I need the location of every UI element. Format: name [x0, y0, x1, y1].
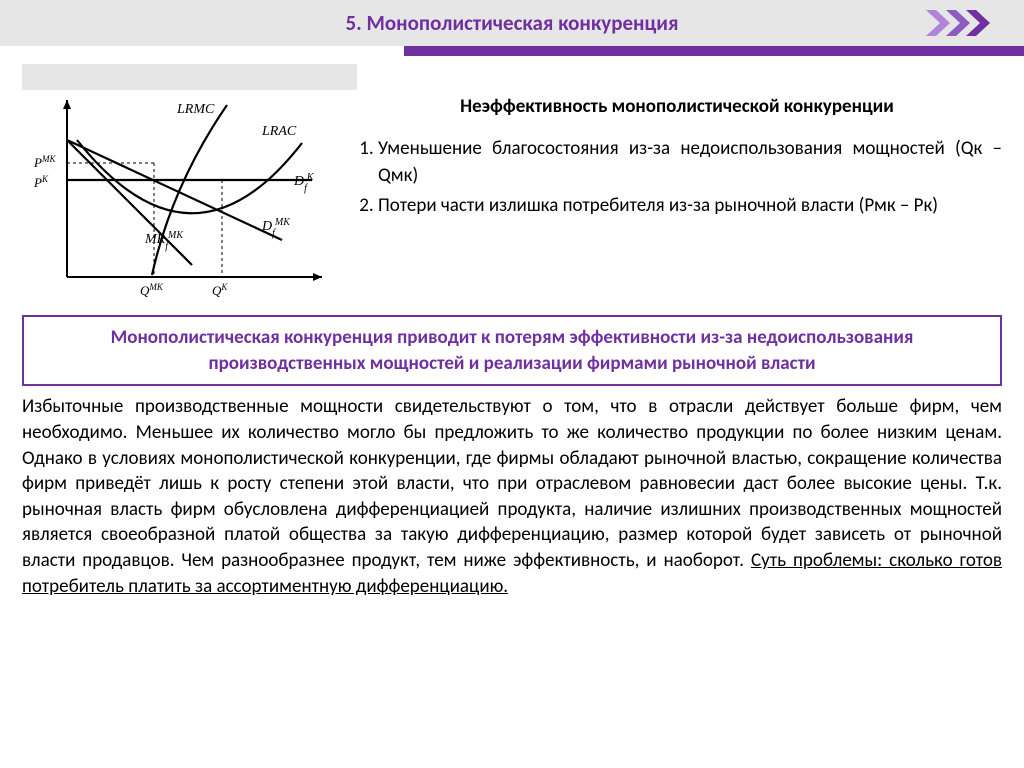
- svg-text:QK: QK: [212, 282, 228, 298]
- section-subtitle: Неэффективность монополистической конкур…: [352, 95, 1002, 118]
- body-paragraph: Избыточные производственные мощности сви…: [22, 394, 1002, 599]
- svg-text:PMK: PMK: [33, 154, 56, 170]
- chevrons-icon: [926, 10, 1000, 36]
- right-column: Неэффективность монополистической конкур…: [352, 95, 1002, 224]
- svg-text:PK: PK: [33, 174, 49, 190]
- list-item: Потери части излишка потребителя из-за р…: [378, 193, 1002, 220]
- paragraph-main: Избыточные производственные мощности сви…: [22, 395, 1002, 572]
- accent-rule: [404, 46, 1024, 56]
- svg-text:MRfMK: MRfMK: [144, 230, 184, 252]
- content-area: LRMC LRAC DfK DfMK MRfMK PMK PK QMK QK Неэффекти…: [22, 95, 1002, 599]
- economics-graph: LRMC LRAC DfK DfMK MRfMK PMK PK QMK QK: [22, 95, 332, 305]
- callout-box: Монополистическая конкуренция приводит к…: [22, 315, 1002, 386]
- header-bar: 5. Монополистическая конкуренция: [0, 0, 1024, 46]
- top-row: LRMC LRAC DfK DfMK MRfMK PMK PK QMK QK Неэффекти…: [22, 95, 1002, 305]
- list-item: Уменьшение благосостояния из-за недоиспо…: [378, 136, 1002, 189]
- svg-text:QMK: QMK: [140, 282, 164, 298]
- svg-text:DfK: DfK: [293, 172, 315, 194]
- grey-subbar: [22, 64, 357, 90]
- svg-text:LRAC: LRAC: [261, 124, 297, 139]
- slide-title: 5. Монополистическая конкуренция: [346, 10, 679, 36]
- svg-text:LRMC: LRMC: [176, 102, 215, 117]
- svg-text:DfMK: DfMK: [261, 217, 291, 239]
- numbered-list: Уменьшение благосостояния из-за недоиспо…: [352, 136, 1002, 220]
